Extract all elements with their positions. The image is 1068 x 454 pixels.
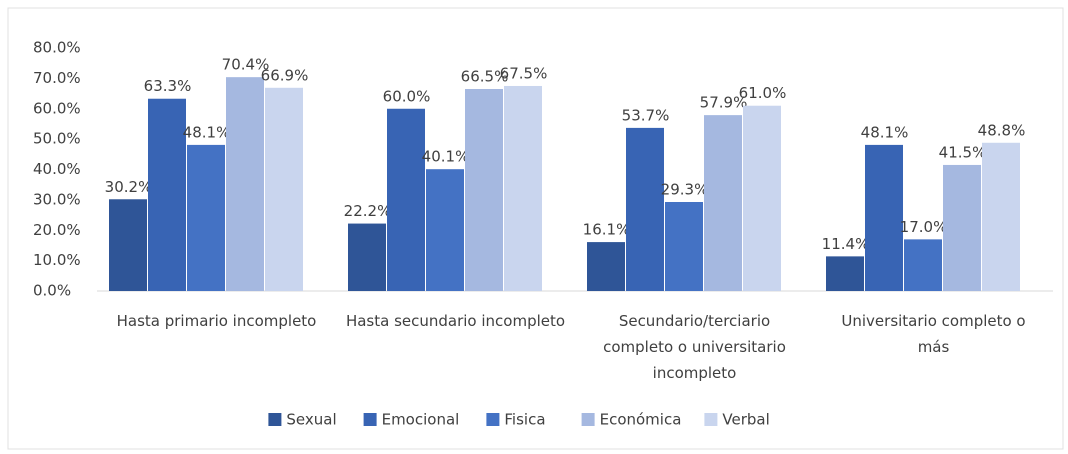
data-label: 48.8% xyxy=(978,121,1026,139)
bar xyxy=(743,105,781,292)
data-label: 29.3% xyxy=(661,181,709,199)
legend-label: Emocional xyxy=(382,411,460,429)
legend-swatch xyxy=(581,413,595,426)
y-tick-label: 0.0% xyxy=(33,282,71,300)
y-tick-label: 10.0% xyxy=(33,251,81,269)
data-label: 63.3% xyxy=(144,77,192,95)
bar xyxy=(704,115,742,291)
bar xyxy=(348,223,386,291)
data-label: 16.1% xyxy=(583,221,631,239)
bar xyxy=(265,87,303,291)
bar xyxy=(826,256,864,291)
data-label: 66.9% xyxy=(261,66,309,84)
x-tick-label: Hasta primario incompleto xyxy=(116,312,317,330)
data-label: 57.9% xyxy=(700,94,748,112)
bar xyxy=(982,142,1020,291)
data-label: 48.1% xyxy=(861,123,909,141)
y-tick-label: 50.0% xyxy=(33,130,81,148)
data-label: 66.5% xyxy=(461,68,509,86)
data-label: 53.7% xyxy=(622,106,670,124)
bar xyxy=(387,108,425,291)
legend-swatch xyxy=(486,413,500,426)
bar xyxy=(187,144,225,291)
data-label: 40.1% xyxy=(422,148,470,166)
legend-swatch xyxy=(363,413,377,426)
x-tick-label: Universitario completo o más xyxy=(841,312,1026,356)
legend-swatch xyxy=(704,413,718,426)
bar xyxy=(504,85,542,291)
bar xyxy=(226,77,264,291)
data-label: 48.1% xyxy=(183,123,231,141)
legend-label: Sexual xyxy=(286,411,336,429)
bar xyxy=(943,164,981,291)
y-tick-label: 20.0% xyxy=(33,221,81,239)
chart-border xyxy=(7,7,1064,450)
bar xyxy=(865,144,903,291)
data-label: 30.2% xyxy=(105,178,153,196)
legend-label: Fisica xyxy=(504,411,545,429)
legend-swatch xyxy=(268,413,282,426)
y-tick-label: 80.0% xyxy=(33,39,81,57)
legend-label: Económica xyxy=(600,411,682,429)
bar xyxy=(465,89,503,291)
data-label: 17.0% xyxy=(900,218,948,236)
data-label: 61.0% xyxy=(739,84,787,102)
bar xyxy=(426,169,464,291)
data-label: 11.4% xyxy=(822,235,870,253)
y-tick-label: 70.0% xyxy=(33,69,81,87)
x-tick-label: Hasta secundario incompleto xyxy=(345,312,566,330)
bar xyxy=(587,242,625,291)
y-tick-label: 60.0% xyxy=(33,99,81,117)
bar xyxy=(109,199,147,291)
y-tick-label: 30.0% xyxy=(33,190,81,208)
bar xyxy=(626,127,664,291)
data-label: 70.4% xyxy=(222,56,270,74)
data-label: 41.5% xyxy=(939,143,987,161)
bar xyxy=(904,239,942,291)
data-label: 22.2% xyxy=(344,202,392,220)
x-tick-label: Secundario/terciario completo o universi… xyxy=(603,312,786,382)
bar xyxy=(148,98,186,291)
data-label: 60.0% xyxy=(383,87,431,105)
y-tick-label: 40.0% xyxy=(33,160,81,178)
legend-label: Verbal xyxy=(722,411,769,429)
bar xyxy=(665,202,703,291)
data-label: 67.5% xyxy=(500,64,548,82)
